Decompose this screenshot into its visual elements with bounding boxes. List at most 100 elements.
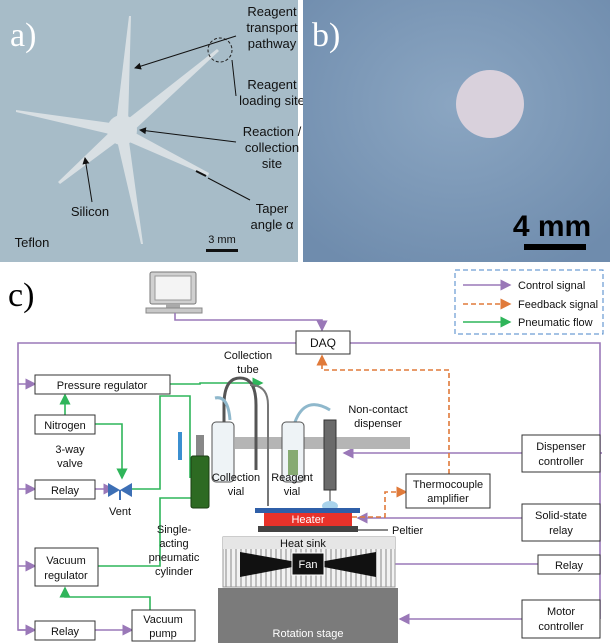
label: Relay [51,626,80,638]
label: Vent [109,506,131,518]
shape [131,609,196,642]
label: Relay [555,560,584,572]
label: Dispenser [536,441,586,453]
label: Non-contact [348,404,407,416]
label: site [262,156,282,171]
collection-vial [211,421,235,483]
label: Vacuum [46,555,86,567]
legend-entry: Feedback signal [518,299,598,311]
taper-mark [195,170,207,177]
shape [116,134,143,244]
fan-blade [308,552,376,577]
shape [454,269,604,335]
shape [295,330,351,355]
shape [145,307,203,314]
shape [34,620,96,641]
shape [98,497,194,567]
label-group: Collection vial [212,472,260,498]
label-group: Vacuum pump [143,614,183,640]
shape [58,128,122,184]
label: DAQ [310,336,336,350]
label: pump [149,628,177,640]
panel-c: c) Control signal Feedback signal Pneuma… [8,269,604,643]
shape [405,473,491,509]
rotation-stage-label: Rotation stage [273,628,344,640]
annotations: Reagent transport pathway Reagent loading s… [15,4,305,250]
shape [120,483,132,497]
label-group: Collection tube [224,350,272,376]
label: Taper [256,201,289,216]
chip [255,508,360,513]
label: acting [159,538,188,550]
fan-blade [240,552,308,577]
shape [249,384,269,506]
label: amplifier [427,493,469,505]
silicon-star [16,16,219,244]
label-group: Dispenser controller [536,441,586,468]
cylinder-rod [196,435,204,457]
apparatus: Heater Fan Rotation stage [108,376,410,643]
dispenser [323,419,337,491]
panel-label: b) [312,17,340,54]
legend: Control signal Feedback signal Pneumatic… [454,269,604,335]
shape [124,49,219,134]
shape [130,395,191,490]
shape [291,552,325,576]
shape [223,537,395,549]
shape [16,110,118,136]
label: Relay [51,485,80,497]
label: Single- [157,524,192,536]
label: dispenser [354,418,402,430]
shape [116,16,131,124]
feedback-lines [316,354,450,518]
cylinder [190,455,210,509]
shape [214,396,232,421]
label-group: Non-contact dispenser [348,404,407,430]
support-bar [235,437,410,449]
label: cylinder [155,566,193,578]
shape [288,450,298,475]
shape [34,479,96,500]
scale-bar-label: 4 mm [513,210,591,243]
label-group: Thermocouple amplifier [413,479,483,505]
shape [82,157,93,203]
label: vial [228,486,245,498]
label: valve [57,458,83,470]
shape [207,177,251,201]
loading-site-circle [207,37,233,63]
legend-entry: Control signal [518,280,585,292]
label: pathway [248,36,297,51]
shape [59,586,151,610]
heater [264,513,352,526]
label-group: Motor controller [538,606,584,633]
label: Reagent [247,4,297,19]
shape [174,313,328,332]
shape [34,547,99,587]
shape [34,374,171,395]
panel-b: b) 4 mm [303,0,610,262]
scale-bar-label: 3 mm [208,234,236,246]
shape [537,554,601,575]
shape [120,128,209,176]
fan-label: Fan [299,559,318,571]
label-group: Reaction / collection site [243,124,302,171]
shape [95,423,128,480]
shape [170,377,264,389]
label: Vacuum [143,614,183,626]
label: angle α [251,217,294,232]
panel-label: a) [10,17,36,54]
heater-label: Heater [291,514,324,526]
shape [352,486,408,518]
component-boxes: DAQ Pressure regulator Nitrogen Relay Va… [34,330,601,642]
label: Reagent [247,77,297,92]
label-group: Reagent loading site [239,77,305,108]
leader-lines [82,35,251,203]
shape [521,599,601,639]
photo-background [303,0,610,262]
label-group: Reagent vial [271,472,313,498]
scale-bar [524,244,586,250]
label: Solid-state [535,510,587,522]
droplet [456,70,524,138]
